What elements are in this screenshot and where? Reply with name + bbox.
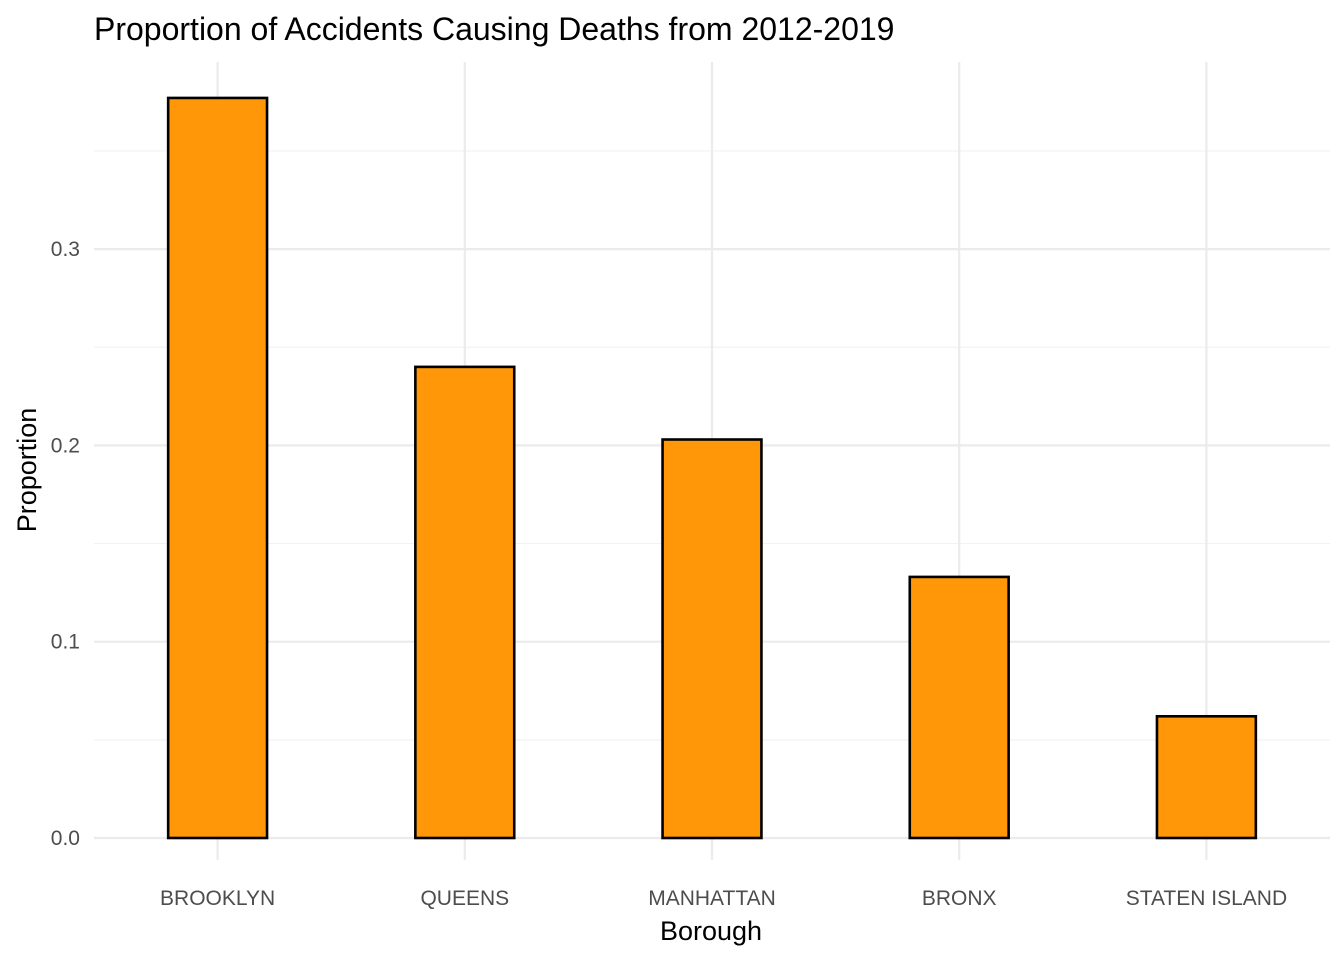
bar-brooklyn: [166, 96, 269, 840]
y-tick-label: 0.3: [51, 238, 80, 261]
bar-queens: [414, 365, 516, 840]
y-tick-label: 0.2: [51, 434, 80, 457]
y-tick-label: 0.1: [51, 631, 80, 654]
bars: [166, 96, 1258, 840]
y-tick-label: 0.0: [51, 827, 80, 850]
y-axis-title: Proportion: [12, 408, 42, 533]
y-tick-labels: 0.0 0.1 0.2 0.3: [51, 238, 80, 850]
x-tick-labels: BROOKLYN QUEENS MANHATTAN BRONX STATEN ISLAN…: [160, 887, 1287, 910]
bar-bronx: [908, 575, 1010, 840]
chart-title: Proportion of Accidents Causing Deaths f…: [94, 11, 894, 47]
bar-manhattan: [661, 438, 763, 840]
x-axis-title: Borough: [660, 916, 762, 946]
x-tick-label: BROOKLYN: [160, 887, 275, 910]
x-tick-label: QUEENS: [420, 887, 509, 910]
bar-staten-island: [1155, 714, 1258, 840]
x-tick-label: STATEN ISLAND: [1126, 887, 1287, 910]
x-tick-label: BRONX: [922, 887, 997, 910]
x-tick-label: MANHATTAN: [648, 887, 776, 910]
